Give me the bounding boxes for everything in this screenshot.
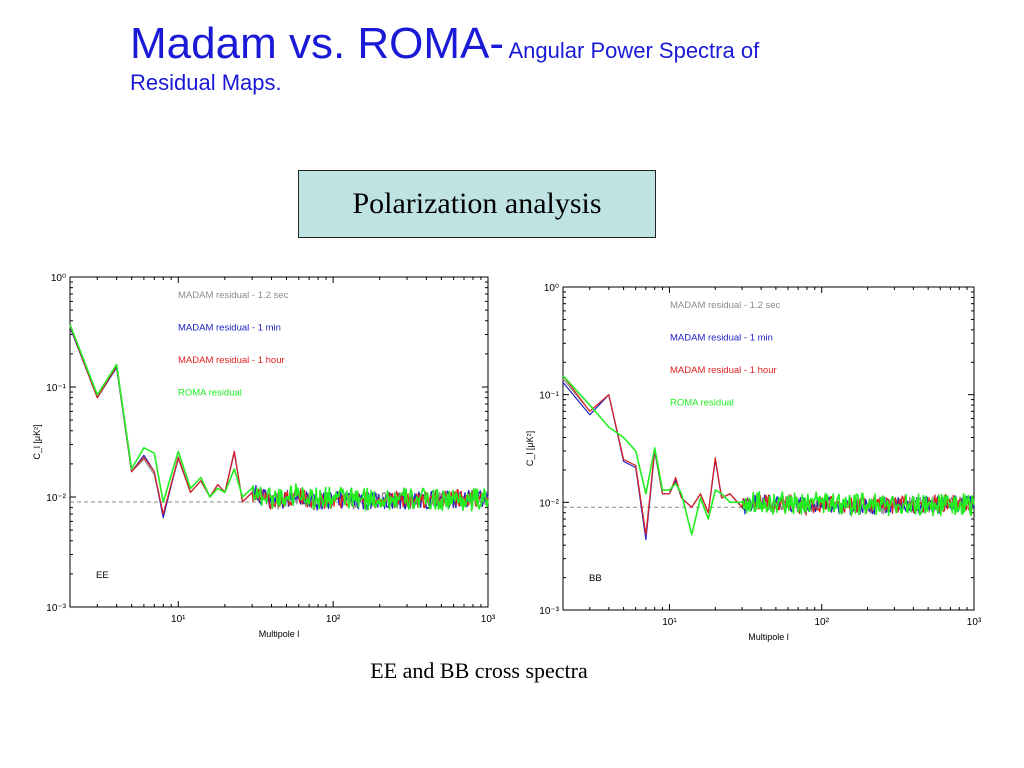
- bb-x-tick-label: 10¹: [662, 617, 677, 628]
- ee-x-tick-label: 10²: [326, 614, 341, 625]
- bb-x-tick-label: 10²: [814, 617, 829, 628]
- ee-legend-entry: MADAM residual - 1.2 sec: [178, 290, 289, 301]
- caption: EE and BB cross spectra: [370, 658, 588, 683]
- bb-panel-label: BB: [589, 573, 602, 584]
- bb-series-line-madam_1_2_sec: [562, 378, 975, 536]
- ee-x-tick-label: 10³: [481, 614, 496, 625]
- ee-series-line-roma: [69, 324, 489, 512]
- bb-y-tick-label: 10⁻³: [539, 606, 559, 617]
- ee-plot-frame: [69, 276, 489, 608]
- bb-y-tick-label: 10⁻¹: [539, 391, 559, 402]
- bb-x-axis-label: Multipole l: [748, 632, 789, 642]
- bb-legend-entry: ROMA residual: [670, 398, 734, 409]
- ee-panel-label: EE: [96, 570, 109, 581]
- polarization-analysis-box: Polarization analysis: [298, 170, 656, 238]
- ee-legend-entry: MADAM residual - 1 min: [178, 323, 281, 334]
- title-sub-line2: Residual Maps.: [130, 70, 282, 95]
- bb-y-tick-label: 10⁻²: [539, 498, 559, 509]
- ee-y-tick-label: 10⁻²: [46, 493, 66, 504]
- bb-y-axis-label: C_l [μK²]: [525, 431, 535, 466]
- bb-series-line-roma: [562, 375, 975, 536]
- ee-legend-entry: ROMA residual: [178, 388, 242, 399]
- ee-x-axis-label: Multipole l: [259, 629, 300, 639]
- ee-y-tick-label: 10⁻³: [46, 603, 66, 614]
- ee-legend-entry: MADAM residual - 1 hour: [178, 355, 285, 366]
- ee-y-tick-label: 10⁰: [51, 273, 66, 284]
- polarization-analysis-label: Polarization analysis: [352, 187, 602, 220]
- bb-legend-entry: MADAM residual - 1 hour: [670, 365, 777, 376]
- ee-x-tick-label: 10¹: [171, 614, 186, 625]
- bb-series-line-madam_1_min: [562, 382, 975, 541]
- bb-legend-entry: MADAM residual - 1 min: [670, 333, 773, 344]
- title-main: Madam vs. ROMA-: [130, 19, 505, 68]
- bb-plot-frame: [562, 286, 975, 611]
- ee-y-axis-label: C_l [μK²]: [32, 424, 42, 459]
- bb-x-tick-label: 10³: [967, 617, 982, 628]
- bb-y-tick-label: 10⁰: [544, 283, 559, 294]
- ee-y-tick-label: 10⁻¹: [46, 383, 66, 394]
- bb-legend-entry: MADAM residual - 1.2 sec: [670, 300, 781, 311]
- slide-title: Madam vs. ROMA- Angular Power Spectra of…: [130, 18, 890, 96]
- title-sub-line1: Angular Power Spectra of: [508, 38, 760, 63]
